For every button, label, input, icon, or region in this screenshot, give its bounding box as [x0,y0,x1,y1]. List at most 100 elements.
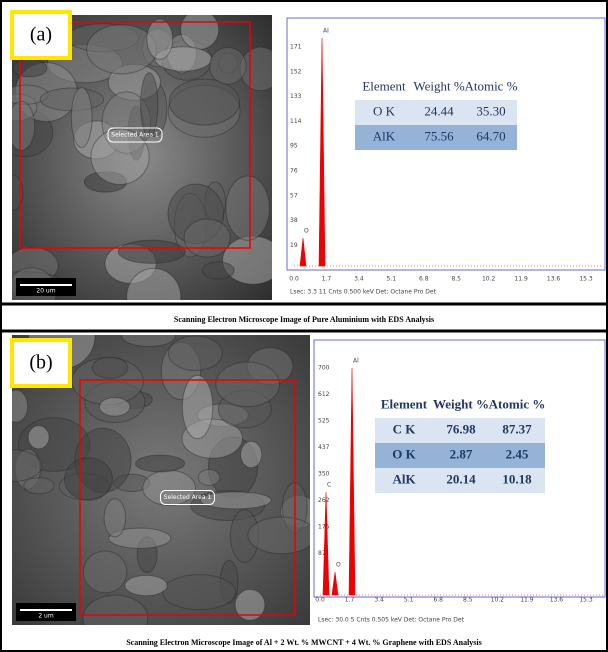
sem-texture [12,335,310,625]
x-tick-label: 0.0 [289,276,299,283]
panel-label: (b) [29,352,52,374]
particle [168,78,241,126]
particle [90,128,150,186]
table-cell: O K [373,103,396,118]
peak-label: Al [323,28,329,35]
particle [215,361,281,408]
y-tick-label: 87 [318,550,326,557]
particle [12,389,29,423]
table-row [375,418,545,443]
scale-label: 2 um [38,613,54,620]
particle [135,454,186,473]
particle [126,267,182,300]
table-cell: 10.18 [502,471,532,486]
caption: Scanning Electron Microscope Image of Al… [126,638,482,647]
x-tick-label: 10.2 [491,597,505,604]
table-row [375,443,545,468]
x-tick-label: 6.8 [419,276,429,283]
particle [23,477,55,495]
x-tick-label: 8.5 [463,597,473,604]
x-tick-label: 0.0 [315,597,325,604]
table-cell: 64.70 [476,128,505,143]
y-tick-label: 350 [318,471,330,478]
table-cell: 24.44 [424,103,454,118]
y-tick-label: 57 [290,192,298,199]
table-cell: 20.14 [446,471,476,486]
table-header: Atomic % [489,396,546,411]
y-tick-label: 437 [318,444,330,451]
particle [180,15,220,50]
particle [91,356,129,379]
panel-label-box [10,338,72,388]
particle [12,449,43,483]
particle [240,440,263,469]
peak [348,367,356,596]
table-cell: AlK [373,128,396,143]
particle [183,218,231,258]
particle [70,86,93,148]
particle [181,374,214,440]
y-tick-label: 95 [290,143,298,150]
x-tick-label: 5.1 [404,597,414,604]
table-cell: AlK [392,471,416,486]
table-row [375,468,545,493]
area-tag [160,490,215,505]
peak [322,491,330,596]
area-label: Selected Area 1 [111,132,159,139]
peak [318,37,326,267]
sem-texture [12,15,272,300]
table-row [375,393,545,418]
particle [197,468,221,486]
table-row [355,75,517,100]
x-tick-label: 1.7 [322,276,332,283]
x-tick-label: 5.1 [387,276,397,283]
table-header: Weight % [433,396,489,411]
area-label: Selected Area 1 [164,494,212,501]
peak [299,237,307,267]
particle [27,425,50,450]
particle [121,335,176,348]
area-tag [107,127,163,143]
particle [103,498,127,538]
peak [331,571,339,596]
scale-box [16,603,76,621]
peak-label: C [327,482,331,489]
scale-box [16,278,76,296]
particle [64,457,113,501]
selected-area [79,379,296,616]
y-tick-label: 612 [318,391,330,398]
x-tick-label: 15.3 [579,276,593,283]
y-tick-label: 525 [318,418,330,425]
x-tick-label: 15.3 [579,597,593,604]
particle [146,18,174,60]
table-cell: 2.87 [450,446,473,461]
particle [225,175,270,241]
particle [162,574,237,611]
y-tick-label: 171 [290,44,302,51]
x-tick-label: 6.8 [433,597,443,604]
selected-area [19,21,251,249]
x-tick-label: 3.4 [354,276,364,283]
particle [199,491,272,510]
peak-label: O [336,562,341,569]
particle [124,574,168,597]
table-cell: 75.56 [424,128,454,143]
particle [12,58,48,78]
particle [140,72,159,138]
y-tick-label: 152 [290,68,302,75]
x-tick-label: 11.9 [520,597,534,604]
particle [82,594,149,625]
spectrum-footer: Lsec: 3.3 11 Cnts 0.500 keV Det: Octane … [290,289,437,296]
caption: Scanning Electron Microscope Image of Pu… [174,315,434,324]
table-row [355,125,517,150]
panel-label-box [10,10,72,60]
y-tick-label: 114 [290,118,302,125]
x-tick-label: 13.6 [550,597,564,604]
table-cell: O K [392,446,416,461]
particle [12,100,36,151]
y-tick-label: 700 [318,365,330,372]
particle [201,261,235,280]
particle [234,588,266,621]
